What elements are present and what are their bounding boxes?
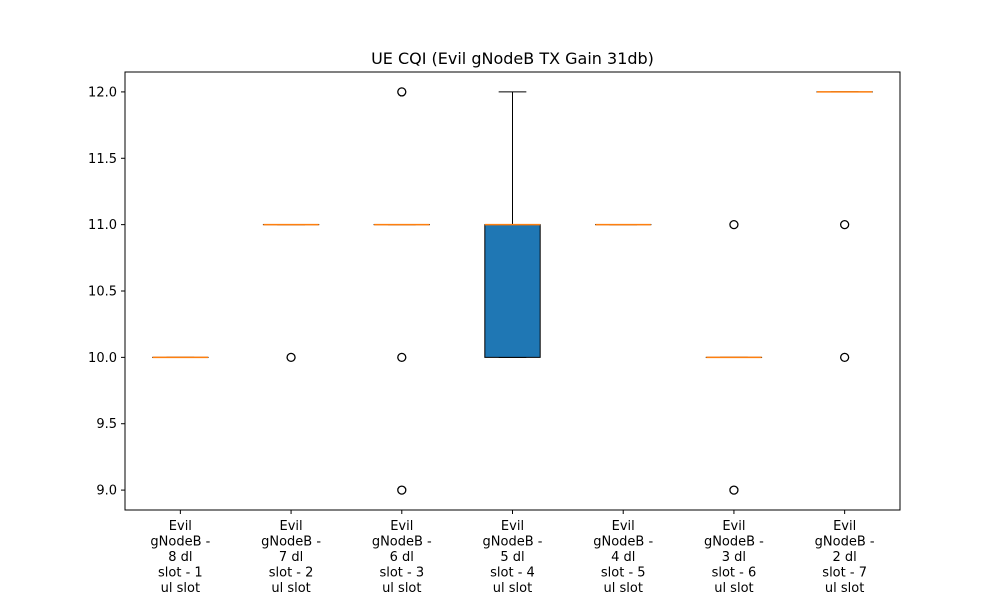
outlier-point: [397, 352, 407, 363]
x-tick-label-line: slot - 3: [379, 566, 424, 581]
outlier-point: [397, 87, 407, 97]
x-tick-label: Evil gNodeB -7 dl slot - 2 ul slot: [261, 519, 321, 596]
x-tick-label-line: gNodeB -: [483, 535, 543, 550]
outlier-point: [729, 485, 739, 495]
x-tick-label: Evil gNodeB -3 dl slot - 6 ul slot: [704, 519, 764, 596]
x-tick-label-line: slot - 7: [822, 566, 867, 581]
x-tick-label-line: Evil: [833, 519, 856, 534]
outlier-point: [397, 485, 407, 495]
y-tick-label: 10.5: [88, 285, 117, 300]
y-tick-label: 10.0: [88, 351, 117, 366]
x-tick-label-line: gNodeB -: [150, 535, 210, 550]
x-tick-label-line: Evil: [390, 519, 413, 534]
x-tick-label-line: slot - 4: [490, 566, 535, 581]
x-tick-label-line: 5 dl: [500, 550, 524, 565]
y-tick-label: 12.0: [88, 85, 117, 100]
x-tick-label-line: ul slot: [382, 581, 421, 596]
x-tick-label-line: slot - 6: [712, 566, 757, 581]
x-tick-label-line: ul slot: [271, 581, 310, 596]
x-tick-label-line: gNodeB -: [261, 535, 321, 550]
outlier-point: [729, 219, 739, 230]
x-tick-label-line: Evil: [722, 519, 745, 534]
x-tick-label: Evil gNodeB -8 dl slot - 1 ul slot: [150, 519, 210, 596]
x-tick-label: Evil gNodeB -4 dl slot - 5 ul slot: [593, 519, 653, 596]
x-tick-label-line: 3 dl: [722, 550, 746, 565]
y-tick-label: 11.5: [88, 152, 117, 167]
x-tick-label-line: ul slot: [714, 581, 753, 596]
x-tick-label-line: slot - 1: [158, 566, 203, 581]
box: [484, 224, 541, 358]
outlier-point: [286, 352, 296, 363]
x-tick-label-line: gNodeB -: [704, 535, 764, 550]
x-tick-label-line: 4 dl: [611, 550, 635, 565]
x-tick-label-line: gNodeB -: [593, 535, 653, 550]
x-tick-label-line: slot - 5: [601, 566, 646, 581]
x-tick-label-line: Evil: [169, 519, 192, 534]
x-tick-label-line: gNodeB -: [815, 535, 875, 550]
x-tick-label-line: gNodeB -: [372, 535, 432, 550]
y-tick-label: 11.0: [88, 218, 117, 233]
y-tick-label: 9.5: [96, 417, 117, 432]
x-tick-label: Evil gNodeB -6 dl slot - 3 ul slot: [372, 519, 432, 596]
x-tick-label-line: slot - 2: [269, 566, 314, 581]
x-tick-label-line: 8 dl: [168, 550, 192, 565]
x-tick-label-line: Evil: [612, 519, 635, 534]
x-tick-label-line: 6 dl: [390, 550, 414, 565]
x-tick-label-line: ul slot: [825, 581, 864, 596]
x-tick-label-line: Evil: [501, 519, 524, 534]
x-tick-label-line: ul slot: [604, 581, 643, 596]
y-tick-label: 9.0: [96, 484, 117, 499]
x-tick-label: Evil gNodeB -5 dl slot - 4 ul slot: [483, 519, 543, 596]
x-tick-label-line: ul slot: [493, 581, 532, 596]
x-tick-label: Evil gNodeB -2 dl slot - 7 ul slot: [815, 519, 875, 596]
chart-title: UE CQI (Evil gNodeB TX Gain 31db): [371, 49, 654, 68]
outlier-point: [839, 352, 850, 363]
x-tick-label-line: ul slot: [161, 581, 200, 596]
outlier-point: [839, 219, 850, 230]
x-tick-label-line: Evil: [280, 519, 303, 534]
x-tick-label-line: 7 dl: [279, 550, 303, 565]
x-tick-label-line: 2 dl: [833, 550, 857, 565]
